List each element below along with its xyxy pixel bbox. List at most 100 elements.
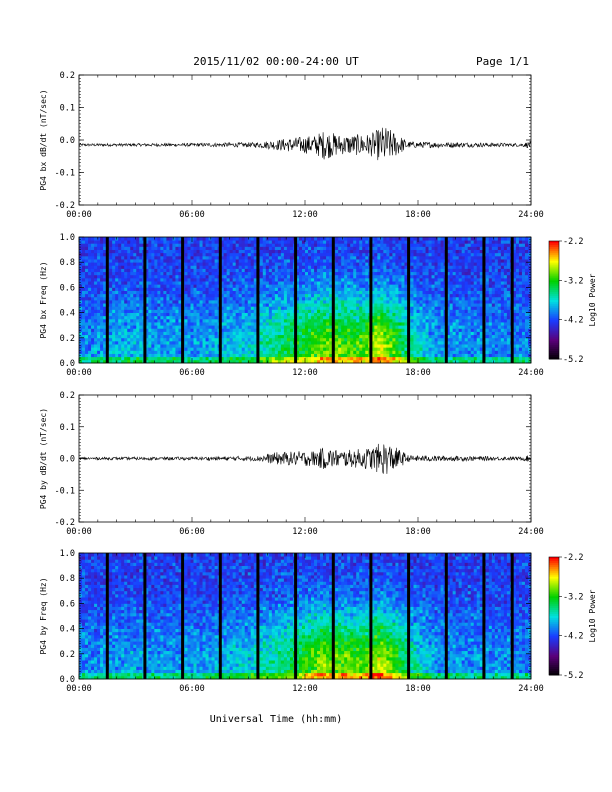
heatmap-cell [148, 243, 152, 247]
heatmap-cell [205, 281, 209, 285]
heatmap-cell [295, 331, 300, 336]
heatmap-cell [326, 259, 330, 263]
heatmap-cell [356, 331, 360, 336]
heatmap-cell [133, 240, 137, 244]
heatmap-cell [305, 331, 309, 336]
heatmap-cell [244, 328, 249, 332]
heatmap-cell [100, 268, 104, 273]
heatmap-cell [166, 309, 170, 313]
heatmap-cell [262, 262, 267, 266]
heatmap-cell [344, 262, 348, 266]
heatmap-cell [380, 259, 384, 263]
heatmap-cell [88, 237, 92, 241]
heatmap-cell [365, 337, 369, 342]
heatmap-cell [172, 318, 176, 323]
heatmap-cell [118, 312, 122, 317]
heatmap-cell [353, 318, 357, 323]
heatmap-cell [298, 281, 303, 285]
heatmap-cell [392, 290, 396, 295]
heatmap-cell [226, 240, 231, 244]
heatmap-cell [199, 284, 203, 288]
heatmap-cell [380, 309, 384, 313]
heatmap-cell [386, 271, 390, 276]
heatmap-cell [184, 350, 188, 354]
heatmap-cell [295, 293, 300, 298]
heatmap-cell [428, 334, 432, 339]
heatmap-cell [274, 284, 279, 288]
heatmap-cell [94, 300, 98, 304]
heatmap-cell [283, 265, 288, 269]
heatmap-cell [202, 309, 206, 313]
heatmap-cell [380, 322, 384, 326]
heatmap-cell [241, 322, 246, 326]
heatmap-cell [301, 303, 306, 307]
heatmap-cell [344, 268, 348, 273]
heatmap-cell [136, 306, 140, 310]
heatmap-cell [148, 315, 152, 320]
heatmap-cell [259, 350, 264, 354]
heatmap-cell [274, 325, 279, 329]
heatmap-cell [283, 359, 288, 364]
heatmap-cell [301, 359, 306, 364]
heatmap-cell [350, 309, 354, 313]
heatmap-cell [395, 277, 399, 282]
heatmap-cell [320, 240, 324, 244]
heatmap-cell [374, 306, 378, 310]
y-tick-label: 0.0 [60, 136, 75, 146]
heatmap-cell [311, 340, 315, 345]
heatmap-cell [238, 271, 243, 276]
heatmap-cell [371, 296, 375, 301]
heatmap-cell [283, 281, 288, 285]
heatmap-cell [97, 315, 101, 320]
heatmap-cell [154, 255, 158, 260]
heatmap-cell [118, 290, 122, 295]
heatmap-cell [241, 296, 246, 301]
heatmap-cell [232, 277, 237, 282]
heatmap-cell [277, 325, 282, 329]
heatmap-cell [139, 347, 143, 351]
heatmap-cell [440, 300, 445, 304]
heatmap-cell [190, 246, 194, 250]
heatmap-cell [431, 331, 435, 336]
heatmap-cell [323, 284, 327, 288]
heatmap-cell [353, 353, 357, 358]
heatmap-cell [308, 281, 312, 285]
heatmap-cell [100, 265, 104, 269]
heatmap-cell [392, 265, 396, 269]
heatmap-cell [151, 262, 155, 266]
heatmap-cell [139, 287, 143, 291]
heatmap-cell [100, 315, 104, 320]
heatmap-cell [401, 259, 405, 263]
heatmap-cell [431, 350, 435, 354]
heatmap-cell [431, 268, 435, 273]
heatmap-cell [308, 268, 312, 273]
heatmap-cell [130, 246, 134, 250]
heatmap-cell [341, 312, 345, 317]
heatmap-cell [268, 306, 273, 310]
heatmap-cell [157, 277, 161, 282]
heatmap-cell [308, 331, 312, 336]
heatmap-cell [392, 296, 396, 301]
heatmap-cell [121, 252, 125, 257]
heatmap-cell [223, 306, 228, 310]
heatmap-cell [160, 274, 164, 279]
heatmap-cell [437, 293, 441, 298]
heatmap-cell [178, 328, 182, 332]
heatmap-cell [91, 356, 95, 361]
heatmap-cell [247, 259, 252, 263]
heatmap-cell [187, 268, 191, 273]
heatmap-cell [317, 249, 321, 254]
heatmap-cell [268, 237, 273, 241]
heatmap-cell [145, 331, 149, 336]
heatmap-cell [356, 350, 360, 354]
heatmap-cell [326, 246, 330, 250]
heatmap-cell [428, 347, 432, 351]
heatmap-cell [377, 331, 381, 336]
heatmap-cell [100, 303, 104, 307]
heatmap-cell [320, 277, 324, 282]
heatmap-cell [398, 268, 402, 273]
heatmap-cell [187, 315, 191, 320]
heatmap-cell [196, 347, 200, 351]
heatmap-cell [341, 347, 345, 351]
heatmap-cell [326, 340, 330, 345]
